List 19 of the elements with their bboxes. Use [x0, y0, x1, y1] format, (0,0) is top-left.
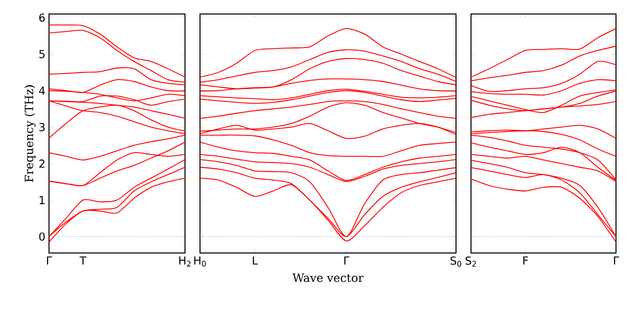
x-tick-label: T: [80, 256, 86, 265]
y-tick-label: 6: [39, 14, 45, 22]
y-tick-label: 2: [39, 160, 44, 168]
y-tick-label: 0: [39, 232, 45, 241]
x-tick-label: S$_{0}$: [450, 256, 462, 267]
x-tick-label: F: [523, 256, 528, 265]
x-tick-label: H$_{2}$: [179, 256, 191, 266]
y-axis-title: Frequency (THz): [24, 85, 36, 182]
x-tick-label: L: [252, 256, 258, 265]
x-tick-label: Γ: [344, 256, 350, 265]
y-tick-label: 4: [39, 86, 45, 95]
y-tick-label: 5: [39, 50, 45, 58]
x-tick-label: H$_{0}$: [194, 256, 206, 267]
y-tick-label: 1: [40, 196, 44, 204]
x-axis-title: Wave vector: [292, 274, 364, 282]
x-tick-label: S$_{2}$: [466, 256, 476, 267]
x-tick-label: Γ: [614, 256, 619, 265]
y-tick-label: 3: [39, 122, 45, 132]
x-tick-label: Γ: [47, 256, 52, 265]
